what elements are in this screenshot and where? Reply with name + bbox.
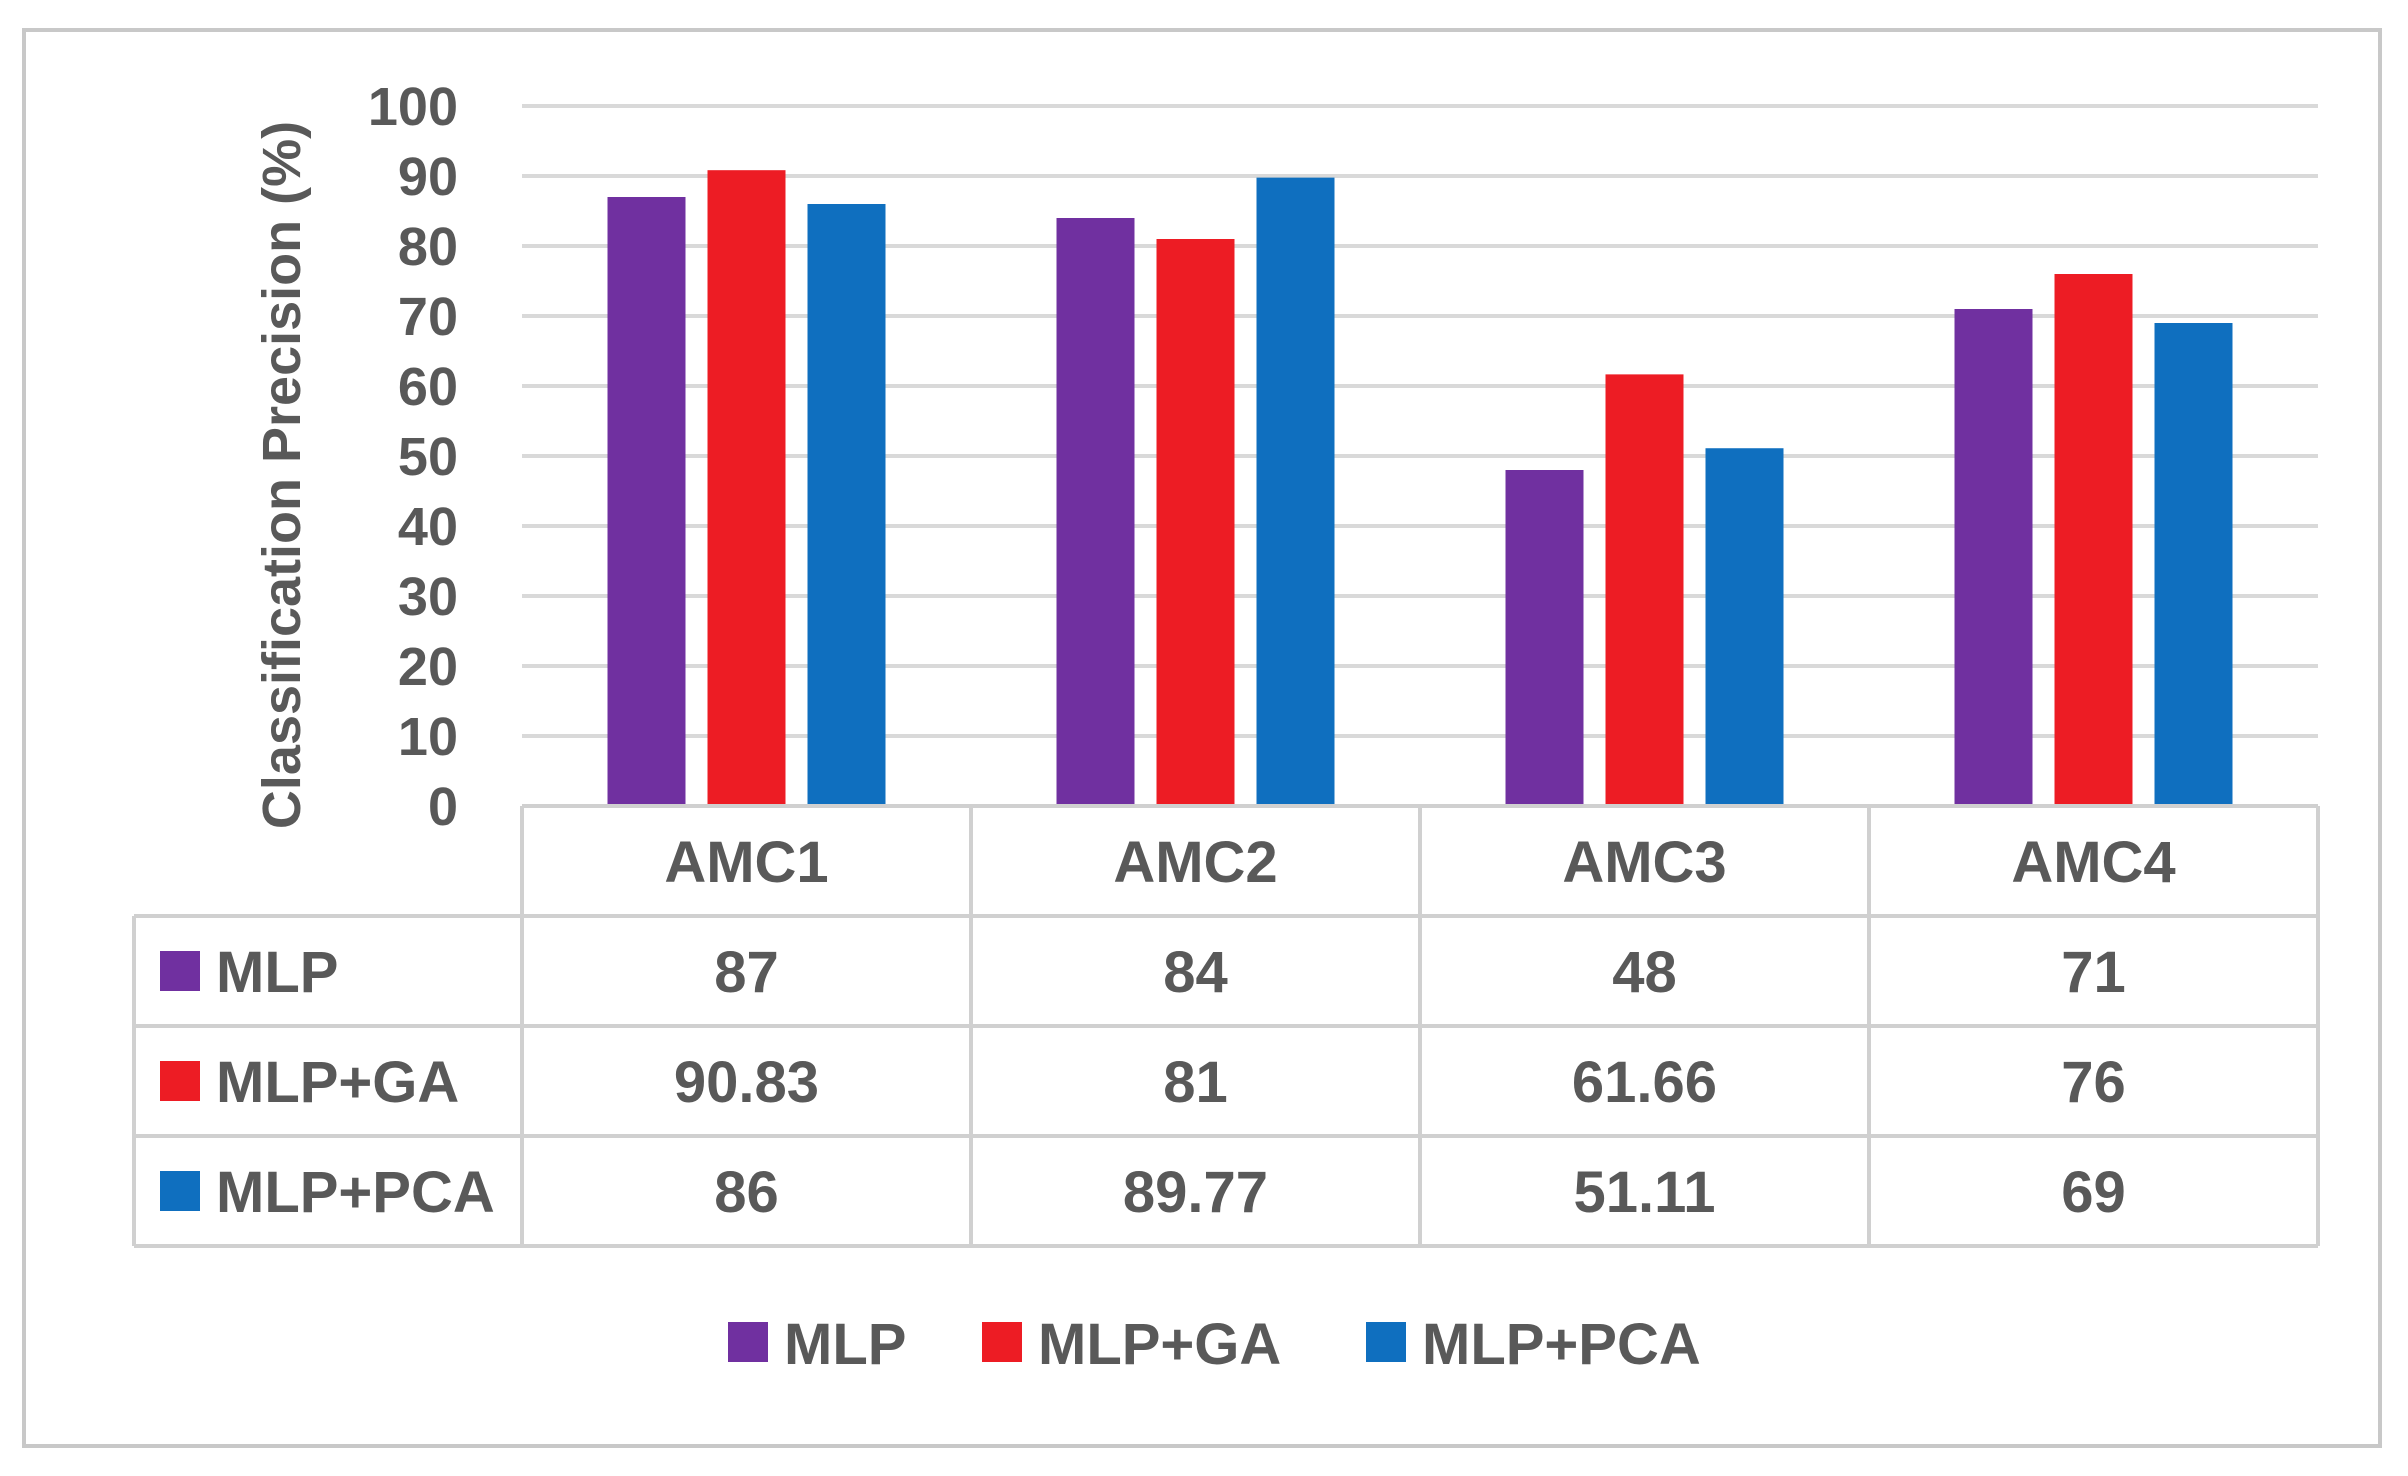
data-label-mlp-pca-amc2: 89.77 — [1123, 1160, 1268, 1225]
bar-mlp-ga-amc3 — [1605, 374, 1684, 806]
x-tick-amc3: AMC3 — [1562, 830, 1726, 895]
y-axis-ticks: 0 10 20 30 40 50 60 70 80 90 100 — [368, 77, 458, 837]
bar-mlp-pca-amc2 — [1256, 177, 1335, 807]
data-label-mlp-ga-amc2: 81 — [1163, 1050, 1228, 1115]
table-legend-swatch-mlp-ga — [160, 1061, 200, 1101]
data-label-mlp-pca-amc4: 69 — [2061, 1160, 2126, 1225]
legend-label-mlp-ga: MLP+GA — [1038, 1312, 1281, 1377]
data-label-mlp-amc2: 84 — [1163, 940, 1228, 1005]
y-tick-100: 100 — [368, 77, 458, 137]
y-tick-0: 0 — [428, 777, 458, 837]
y-tick-50: 50 — [398, 427, 458, 487]
data-label-mlp-amc3: 48 — [1612, 940, 1677, 1005]
y-axis-label: Classification Precision (%) — [252, 121, 312, 829]
data-label-mlp-amc4: 71 — [2061, 940, 2126, 1005]
table-legend-swatch-mlp — [160, 951, 200, 991]
y-tick-10: 10 — [398, 707, 458, 767]
bar-mlp-pca-amc4 — [2154, 323, 2233, 806]
bar-mlp-ga-amc1 — [707, 170, 786, 806]
bars — [607, 170, 2233, 807]
y-tick-90: 90 — [398, 147, 458, 207]
x-tick-amc1: AMC1 — [664, 830, 828, 895]
y-tick-40: 40 — [398, 497, 458, 557]
legend: MLP MLP+GA MLP+PCA — [728, 1312, 1701, 1377]
bar-mlp-amc3 — [1505, 470, 1584, 806]
legend-label-mlp-pca: MLP+PCA — [1422, 1312, 1701, 1377]
data-label-mlp-amc1: 87 — [714, 940, 779, 1005]
bar-mlp-pca-amc1 — [807, 204, 886, 806]
legend-label-mlp: MLP — [784, 1312, 906, 1377]
data-label-mlp-ga-amc1: 90.83 — [674, 1050, 819, 1115]
x-tick-amc4: AMC4 — [2011, 830, 2175, 895]
data-label-mlp-ga-amc4: 76 — [2061, 1050, 2126, 1115]
y-tick-60: 60 — [398, 357, 458, 417]
bar-mlp-amc2 — [1056, 218, 1135, 806]
bar-mlp-ga-amc4 — [2054, 274, 2133, 806]
data-label-mlp-pca-amc1: 86 — [714, 1160, 779, 1225]
bar-mlp-ga-amc2 — [1156, 239, 1235, 806]
table-row-label-mlp-ga: MLP+GA — [216, 1050, 459, 1115]
legend-swatch-mlp-ga — [982, 1322, 1022, 1362]
data-label-mlp-ga-amc3: 61.66 — [1572, 1050, 1717, 1115]
legend-swatch-mlp-pca — [1366, 1322, 1406, 1362]
y-tick-20: 20 — [398, 637, 458, 697]
data-table: AMC1 AMC2 AMC3 AMC4 MLP 87 84 48 71 MLP+GA 90.83 81… — [132, 804, 2320, 1248]
data-label-mlp-pca-amc3: 51.11 — [1574, 1160, 1716, 1225]
bar-mlp-pca-amc3 — [1705, 448, 1784, 806]
table-row-label-mlp-pca: MLP+PCA — [216, 1160, 495, 1225]
table-row-label-mlp: MLP — [216, 940, 338, 1005]
legend-swatch-mlp — [728, 1322, 768, 1362]
x-tick-amc2: AMC2 — [1113, 830, 1277, 895]
y-tick-30: 30 — [398, 567, 458, 627]
bar-mlp-amc4 — [1954, 309, 2033, 806]
y-tick-70: 70 — [398, 287, 458, 347]
table-legend-swatch-mlp-pca — [160, 1171, 200, 1211]
bar-mlp-amc1 — [607, 197, 686, 806]
y-tick-80: 80 — [398, 217, 458, 277]
